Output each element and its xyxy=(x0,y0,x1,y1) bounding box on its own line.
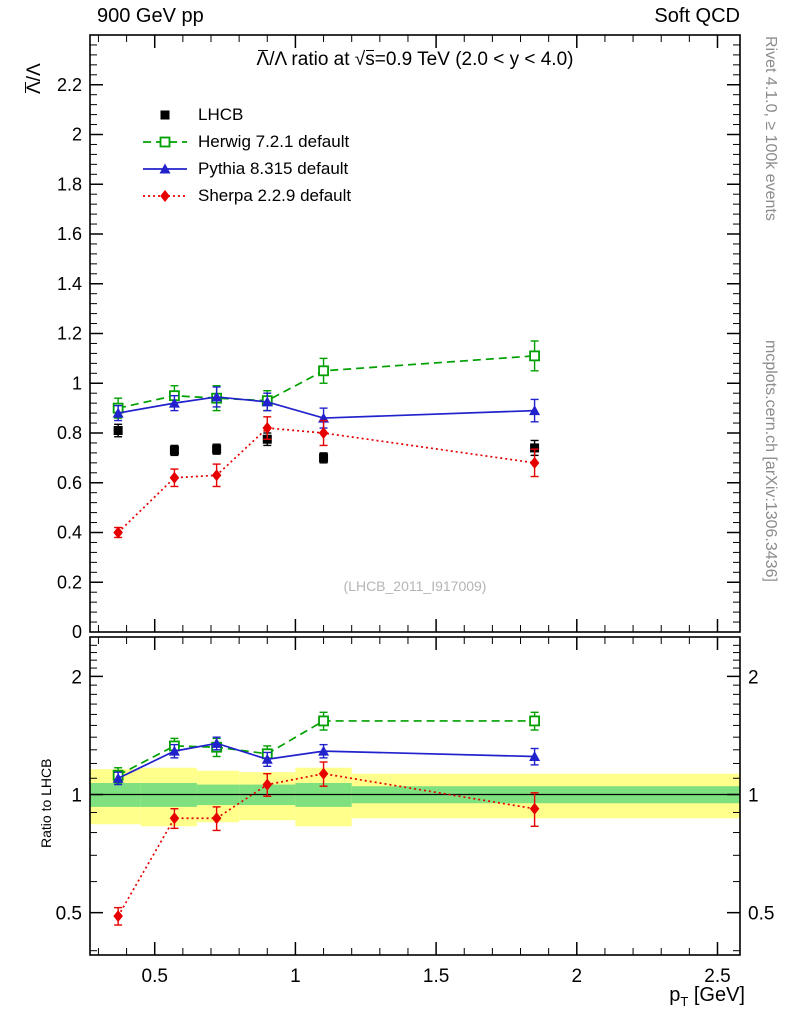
sherpa-2-2-9-default-legend-marker-icon xyxy=(143,189,187,202)
pythia-8-315-default-legend-marker-icon xyxy=(143,163,187,173)
svg-text:0.5: 0.5 xyxy=(56,904,82,925)
legend-item-lhcb: LHCB xyxy=(142,101,351,128)
svg-text:2.2: 2.2 xyxy=(57,75,82,95)
legend-label: Pythia 8.315 default xyxy=(198,158,349,178)
title-tail: =0.9 TeV (2.0 < y < 4.0) xyxy=(374,49,574,70)
analysis-id-watermark: (LHCB_2011_I917009) xyxy=(343,578,487,594)
svg-text:0.5: 0.5 xyxy=(748,904,774,925)
x-axis-label: pT [GeV] xyxy=(669,984,745,1009)
legend: LHCB Herwig 7.2.1 default Pythia 8.315 def… xyxy=(142,101,351,209)
title-lambda-bar: Λ xyxy=(256,49,270,70)
legend-label: LHCB xyxy=(198,104,244,124)
lhcb-legend-marker-icon xyxy=(160,110,170,119)
legend-item-pythia-8-315-default: Pythia 8.315 default xyxy=(142,155,351,182)
svg-text:0.5: 0.5 xyxy=(142,966,168,987)
title-mid: /Λ ratio at xyxy=(269,49,355,70)
svg-text:1.2: 1.2 xyxy=(57,324,82,344)
svg-text:0.6: 0.6 xyxy=(57,473,82,493)
svg-text:0.2: 0.2 xyxy=(57,572,82,592)
x-axis-label-unit: [GeV] xyxy=(688,984,745,1006)
svg-text:1: 1 xyxy=(72,373,82,393)
svg-text:0.8: 0.8 xyxy=(57,423,82,443)
svg-text:2: 2 xyxy=(748,667,759,688)
x-axis-label-base: p xyxy=(669,984,681,1006)
ratio-y-axis-label: Ratio to LHCB xyxy=(38,758,54,848)
svg-text:1: 1 xyxy=(290,966,301,987)
legend-item-herwig-7-2-1-default: Herwig 7.2.1 default xyxy=(142,128,351,155)
svg-text:1: 1 xyxy=(748,786,759,807)
legend-item-sherpa-2-2-9-default: Sherpa 2.2.9 default xyxy=(142,182,351,209)
svg-text:2: 2 xyxy=(72,125,82,145)
rivet-version-note: Rivet 4.1.0, ≥ 100k events xyxy=(762,36,779,221)
svg-text:1: 1 xyxy=(71,786,82,807)
plot-title: Λ/Λ ratio at √s=0.9 TeV (2.0 < y < 4.0) xyxy=(90,49,740,71)
svg-text:1.5: 1.5 xyxy=(423,966,449,987)
legend-label: Herwig 7.2.1 default xyxy=(198,131,350,151)
svg-text:1.8: 1.8 xyxy=(57,174,82,194)
svg-text:1.4: 1.4 xyxy=(57,274,82,294)
legend-label: Sherpa 2.2.9 default xyxy=(198,185,352,205)
svg-text:2: 2 xyxy=(71,667,82,688)
mcplots-arxiv-note: mcplots.cern.ch [arXiv:1306.3436] xyxy=(762,340,779,582)
x-axis-label-sub: T xyxy=(680,994,689,1009)
svg-text:2: 2 xyxy=(572,966,583,987)
svg-text:0.4: 0.4 xyxy=(57,523,82,543)
svg-text:1.6: 1.6 xyxy=(57,224,82,244)
beam-energy-label: 900 GeV pp xyxy=(97,5,204,27)
svg-text:2.5: 2.5 xyxy=(704,966,730,987)
ylabel-lambda-bar: Λ xyxy=(24,81,45,94)
title-s-bar: s xyxy=(365,49,375,70)
svg-text:0: 0 xyxy=(72,622,82,642)
title-sqrt: √ xyxy=(354,49,366,70)
herwig-7-2-1-default-legend-marker-icon xyxy=(143,136,187,147)
ylabel-rest: /Λ xyxy=(24,63,45,82)
main-y-axis-label: Λ/Λ xyxy=(24,63,46,94)
process-group-label: Soft QCD xyxy=(654,5,740,27)
